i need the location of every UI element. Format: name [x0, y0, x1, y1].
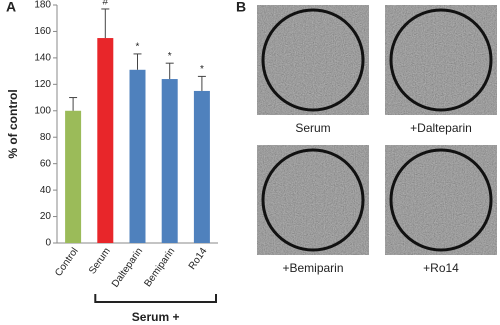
significance-marker: # — [103, 0, 109, 8]
micrograph-texture — [385, 145, 497, 255]
well-outline — [389, 8, 493, 112]
error-bar — [197, 75, 206, 91]
error-bar — [165, 62, 174, 80]
micrographs — [257, 5, 497, 255]
x-tick-label: Ro14 — [187, 246, 210, 272]
well-outline — [389, 148, 493, 252]
significance-marker: * — [200, 64, 204, 75]
panel-label: B — [236, 0, 246, 15]
error-bar — [133, 53, 142, 70]
image-caption: +Ro14 — [423, 261, 459, 275]
micrograph-texture — [257, 5, 369, 115]
error-bar — [101, 8, 110, 39]
x-tick-label: Control — [53, 246, 81, 279]
well-outline — [261, 148, 365, 252]
micrograph-texture — [385, 5, 497, 115]
x-tick-label: Serum — [87, 246, 113, 276]
y-axis-title: % of control — [6, 89, 20, 158]
image-caption: +Dalteparin — [410, 121, 472, 135]
micrograph-texture — [257, 145, 369, 255]
y-tick-label: 120 — [34, 79, 51, 90]
bar — [193, 90, 210, 243]
x-tick-label: Dalteparin — [110, 246, 145, 290]
bar — [65, 110, 82, 244]
y-tick-label: 60 — [40, 158, 52, 169]
y-tick-label: 140 — [34, 53, 51, 64]
y-tick-label: 100 — [34, 105, 51, 116]
image-caption: Serum — [295, 121, 330, 135]
y-tick-label: 20 — [40, 211, 52, 222]
panel-label: A — [6, 0, 16, 15]
image-caption: +Bemiparin — [282, 261, 343, 275]
y-tick-label: 160 — [34, 26, 51, 37]
group-bracket — [94, 294, 217, 303]
y-tick-label: 180 — [34, 0, 51, 11]
bar — [161, 79, 178, 244]
y-tick-label: 40 — [40, 185, 52, 196]
y-tick-label: 0 — [45, 238, 51, 249]
significance-marker: * — [136, 42, 140, 53]
y-tick-label: 80 — [40, 132, 52, 143]
well-outline — [261, 8, 365, 112]
error-bar — [69, 97, 78, 111]
bar — [129, 69, 146, 244]
bar — [97, 38, 114, 243]
group-label: Serum + — [132, 310, 180, 324]
x-tick-label: Bemiparin — [142, 246, 177, 289]
significance-marker: * — [168, 51, 172, 62]
